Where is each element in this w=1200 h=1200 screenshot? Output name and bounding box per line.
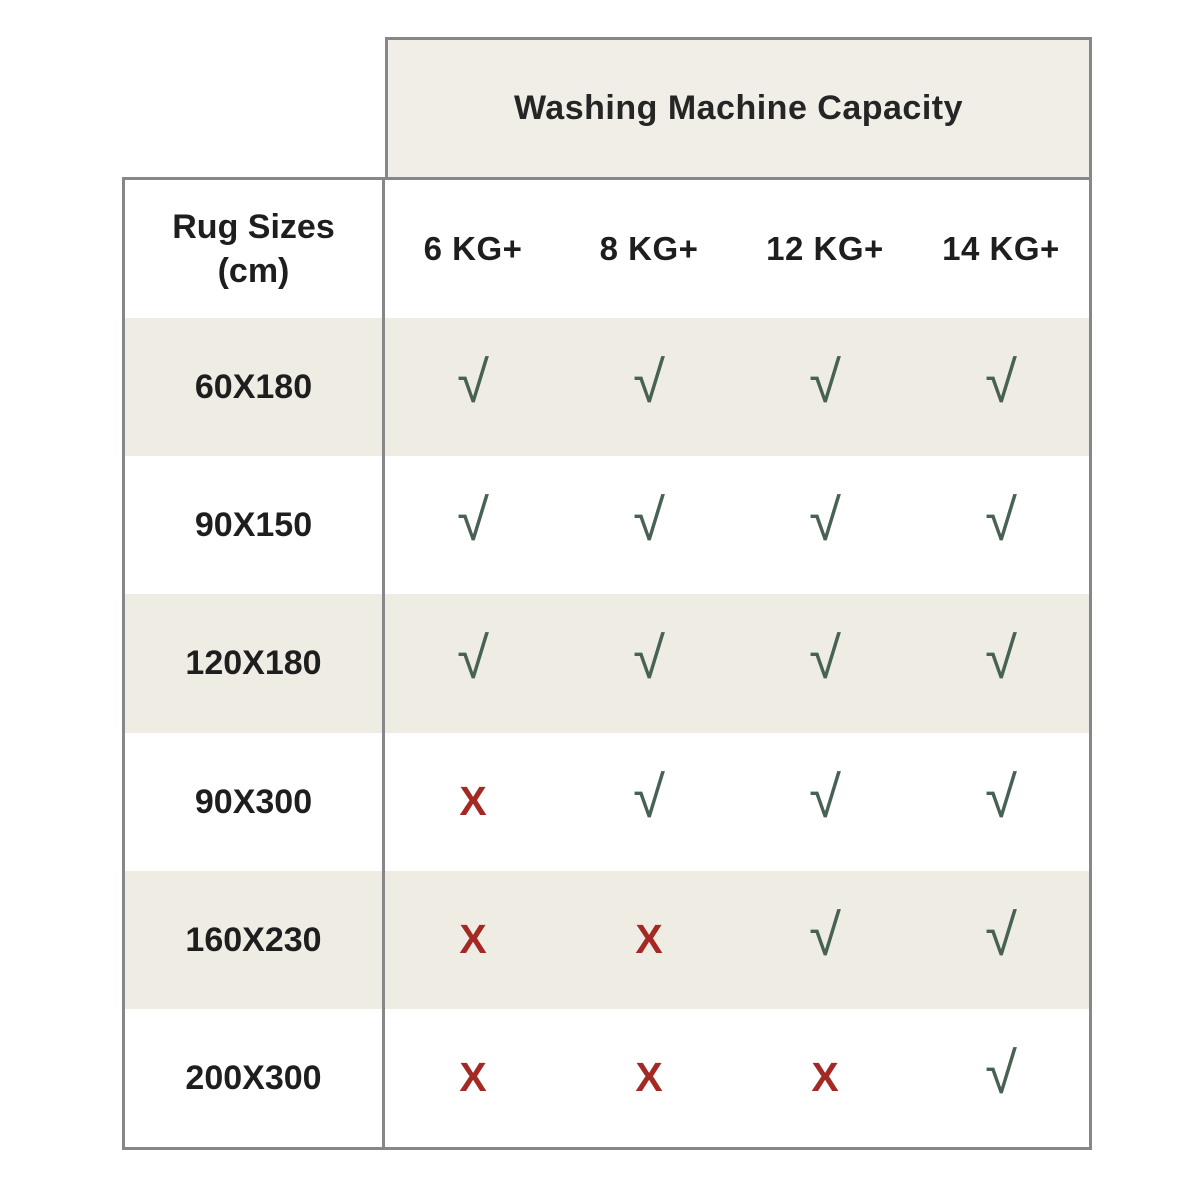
check-mark-icon: √ [985,1040,1017,1106]
check-mark-icon: √ [633,350,665,416]
column-header-6kg-label: 6 KG+ [423,230,523,268]
check-mark-icon: √ [809,764,841,830]
table-row: 200X300 X X X √ [125,1008,1089,1147]
rug-size-label: 90X300 [125,732,385,871]
capacity-header-title: Washing Machine Capacity [513,89,964,127]
capacity-cell: √ [913,871,1089,1009]
check-mark-icon: √ [985,488,1017,554]
check-mark-icon: √ [457,350,489,416]
capacity-cell: X [385,1009,561,1147]
capacity-cell: X [561,871,737,1009]
capacity-cell: √ [913,733,1089,871]
capacity-cell: √ [737,594,913,732]
check-mark-icon: √ [457,488,489,554]
column-header-14kg-label: 14 KG+ [942,230,1060,268]
capacity-cell: √ [913,318,1089,456]
check-mark-icon: √ [457,626,489,692]
check-mark-icon: √ [985,350,1017,416]
cross-mark-icon: X [635,1054,663,1101]
capacity-cell: X [561,1009,737,1147]
check-mark-icon: √ [809,902,841,968]
table-row: 90X150 √ √ √ √ [125,456,1089,595]
capacity-cell: X [385,733,561,871]
cross-mark-icon: X [459,778,487,825]
capacity-cell: √ [737,733,913,871]
rug-size-label: 200X300 [125,1008,385,1147]
check-mark-icon: √ [633,764,665,830]
capacity-cell: X [737,1009,913,1147]
column-header-12kg: 12 KG+ [737,180,913,318]
column-header-12kg-label: 12 KG+ [766,230,884,268]
rug-size-label: 90X150 [125,456,385,595]
check-mark-icon: √ [633,626,665,692]
capacity-cell: √ [385,594,561,732]
capacity-cell: √ [561,456,737,594]
capacity-cell: √ [385,318,561,456]
check-mark-icon: √ [809,626,841,692]
cross-mark-icon: X [459,916,487,963]
capacity-cell: √ [737,318,913,456]
column-header-row: Rug Sizes (cm) 6 KG+ 8 KG+ 12 KG+ 14 KG+ [125,180,1089,319]
cross-mark-icon: X [459,1054,487,1101]
check-mark-icon: √ [809,350,841,416]
table-row: 60X180 √ √ √ √ [125,318,1089,457]
table-row: 160X230 X X √ √ [125,870,1089,1009]
table-row: 90X300 X √ √ √ [125,732,1089,871]
capacity-cell: X [385,871,561,1009]
check-mark-icon: √ [985,626,1017,692]
capacity-header-band: Washing Machine Capacity [385,37,1092,180]
check-mark-icon: √ [809,488,841,554]
check-mark-icon: √ [985,764,1017,830]
capacity-cell: √ [385,456,561,594]
capacity-cell: √ [561,733,737,871]
compatibility-table: Rug Sizes (cm) 6 KG+ 8 KG+ 12 KG+ 14 KG+… [122,177,1092,1150]
table-row: 120X180 √ √ √ √ [125,594,1089,733]
row-header-line1: Rug Sizes [172,207,335,246]
capacity-cell: √ [737,456,913,594]
capacity-cell: √ [737,871,913,1009]
check-mark-icon: √ [985,902,1017,968]
cross-mark-icon: X [811,1054,839,1101]
rug-size-label: 120X180 [125,594,385,733]
rug-size-label: 160X230 [125,870,385,1009]
row-header-line2: (cm) [217,252,290,291]
capacity-cell: √ [561,594,737,732]
column-header-6kg: 6 KG+ [385,180,561,318]
column-header-8kg-label: 8 KG+ [599,230,699,268]
capacity-cell: √ [913,1009,1089,1147]
cross-mark-icon: X [635,916,663,963]
capacity-cell: √ [913,594,1089,732]
column-header-8kg: 8 KG+ [561,180,737,318]
row-header-title: Rug Sizes (cm) [125,180,385,319]
capacity-cell: √ [913,456,1089,594]
capacity-cell: √ [561,318,737,456]
rug-size-label: 60X180 [125,318,385,457]
check-mark-icon: √ [633,488,665,554]
column-header-14kg: 14 KG+ [913,180,1089,318]
